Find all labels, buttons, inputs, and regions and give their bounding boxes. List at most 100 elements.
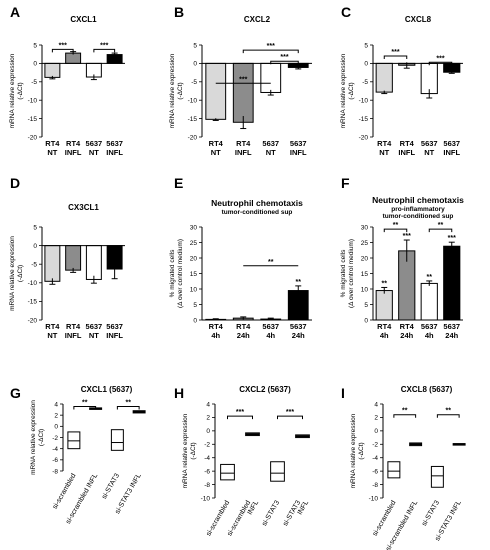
y-tick-label: 5 (364, 42, 368, 49)
x-tick-label: 4h (211, 331, 220, 340)
y-tick-label: -5 (362, 79, 368, 86)
y-axis-label-unit: (-ΔCt) (17, 265, 24, 282)
y-axis-label-unit: (-ΔCt) (190, 442, 197, 459)
x-tick-label: 5637 (262, 139, 279, 148)
box (110, 429, 124, 451)
x-tick-label: si-STAT3 (101, 472, 121, 500)
x-tick-label: 24h (237, 331, 250, 340)
chart-title: CXCL8 (5637) (401, 385, 453, 394)
x-tick-label: 5637 (86, 139, 103, 148)
panel-b: B CXCL2 5 0 -5 -10 -15 -20 mRNA relative express… (169, 4, 312, 157)
significance-label: *** (391, 49, 399, 56)
y-tick-label: 4 (206, 401, 210, 408)
x-tick-label: INFL (235, 148, 252, 157)
x-tick-label: INFL (443, 148, 460, 157)
significance-label: *** (236, 409, 244, 416)
significance-bracket (227, 415, 253, 420)
y-tick-label: 0 (193, 61, 197, 68)
y-tick-label: -15 (359, 116, 369, 123)
y-axis-label: mRNA relative expression (9, 53, 16, 128)
y-tick-label: -4 (52, 446, 58, 453)
panel-letter: B (174, 4, 184, 20)
y-axis-label: mRNA relative expression (350, 413, 357, 488)
panel-letter: E (174, 175, 183, 191)
y-tick-label: -2 (372, 442, 378, 449)
y-tick-label: 0 (193, 317, 197, 324)
significance-bracket (116, 406, 140, 410)
y-axis-label-unit: (-ΔCt) (38, 429, 45, 446)
panel-letter: I (341, 385, 345, 401)
y-tick-label: -20 (188, 134, 198, 141)
significance-bracket (436, 414, 460, 418)
y-tick-label: -20 (28, 317, 38, 324)
x-tick-label: INFL (106, 148, 123, 157)
y-axis-label: mRNA relative expression (169, 53, 176, 128)
box (67, 431, 81, 450)
x-tick-label: si-STAT3 (421, 499, 441, 527)
significance-bracket (277, 415, 303, 420)
chart-title: Neutrophil chemotaxis (211, 198, 303, 208)
chart-title: CXCL1 (5637) (81, 385, 133, 394)
y-axis-label-unit: (-ΔCt) (358, 442, 365, 459)
significance-bracket (383, 228, 408, 233)
y-tick-label: 5 (33, 224, 37, 231)
significance-label: *** (100, 42, 108, 49)
panel-letter: A (10, 4, 20, 20)
bar (420, 282, 438, 321)
x-tick-label: 4h (266, 331, 275, 340)
bar (44, 62, 61, 78)
y-tick-label: -10 (28, 280, 38, 287)
x-tick-label: 24h (292, 331, 305, 340)
bar (232, 62, 254, 123)
x-tick-label: 5637 (106, 322, 123, 331)
y-tick-label: 30 (190, 224, 198, 231)
y-axis-label-unit: (Δ over control medium) (348, 239, 355, 308)
y-tick-label: 0 (374, 428, 378, 435)
significance-label: ** (438, 222, 444, 229)
y-tick-label: 20 (190, 255, 198, 262)
y-tick-label: -20 (28, 134, 38, 141)
y-tick-label: 0 (364, 61, 368, 68)
x-tick-label: NT (47, 148, 57, 157)
y-tick-label: 4 (54, 401, 58, 408)
panel-h: H CXCL2 (5637) 4 2 0 -2 -4 -6 -8 -10 mRNA relative… (174, 385, 310, 537)
y-tick-label: -2 (52, 435, 58, 442)
x-tick-label: 5637 (290, 139, 307, 148)
significance-bracket (428, 228, 453, 233)
y-tick-label: 15 (361, 271, 369, 278)
chart-subtitle: tumor-conditioned sup (222, 209, 293, 216)
y-tick-label: -4 (204, 455, 210, 462)
x-tick-label: 4h (425, 331, 434, 340)
significance-label: *** (59, 42, 67, 49)
x-tick-label: NT (89, 331, 99, 340)
x-tick-label: 5637 (262, 322, 279, 331)
chart-title: Neutrophil chemotaxis (372, 195, 464, 205)
chart-title: CX3CL1 (68, 203, 99, 212)
y-tick-label: -10 (369, 495, 379, 502)
x-tick-label: RT4 (400, 139, 415, 148)
significance-label: *** (436, 55, 444, 62)
y-tick-label: 0 (54, 424, 58, 431)
y-tick-label: -10 (201, 495, 211, 502)
x-tick-label: INFL (290, 148, 307, 157)
y-axis-label-unit: (-ΔCt) (17, 82, 24, 99)
y-tick-label: -6 (204, 468, 210, 475)
significance-bracket (393, 414, 417, 418)
y-tick-label: 0 (33, 61, 37, 68)
significance-label: *** (280, 54, 288, 61)
x-tick-label: NT (266, 148, 276, 157)
box (430, 465, 444, 488)
y-axis-label: mRNA relative expression (30, 400, 37, 475)
y-tick-label: -15 (28, 299, 38, 306)
y-tick-label: 10 (190, 286, 198, 293)
bar (65, 52, 82, 64)
panel-letter: F (341, 175, 350, 191)
x-tick-label: RT4 (66, 139, 81, 148)
x-tick-label: 5637 (443, 139, 460, 148)
y-tick-label: 15 (190, 271, 198, 278)
y-axis-label: % migrated cells (169, 249, 176, 297)
x-tick-label: 5637 (421, 139, 438, 148)
y-tick-label: -10 (359, 98, 369, 105)
significance-label: *** (448, 235, 456, 242)
y-tick-label: -8 (204, 482, 210, 489)
